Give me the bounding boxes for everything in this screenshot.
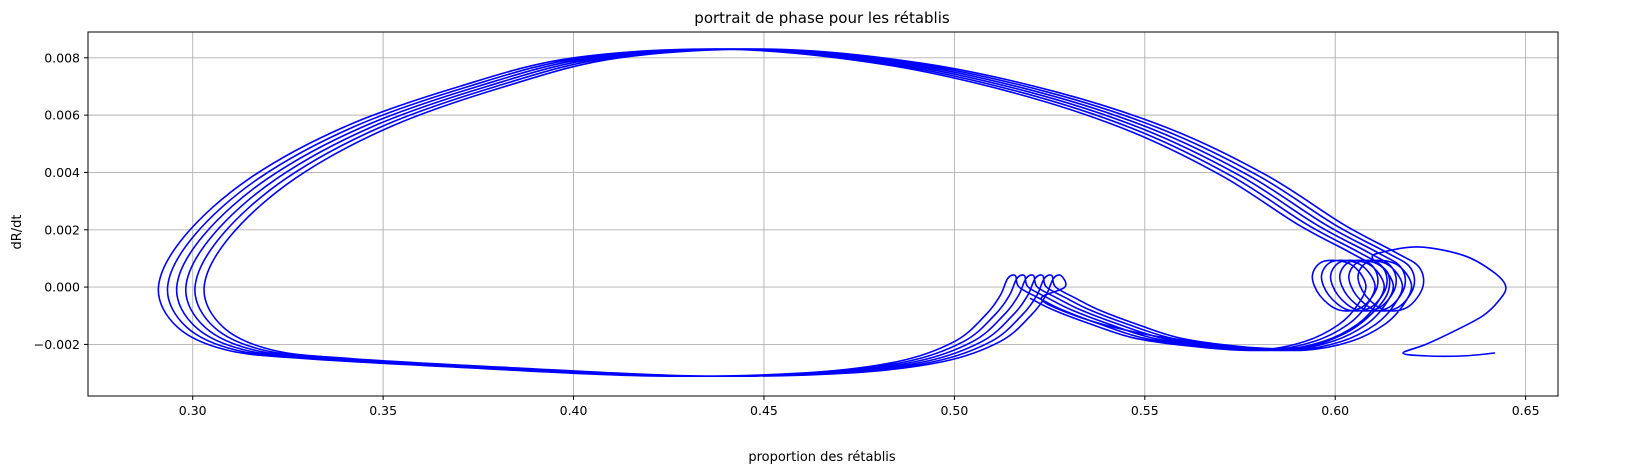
grid bbox=[88, 32, 1558, 396]
chart-title: portrait de phase pour les rétablis bbox=[694, 9, 950, 27]
x-tick-label: 0.40 bbox=[560, 403, 588, 418]
y-axis-label: dR/dt bbox=[10, 214, 25, 249]
x-tick-label: 0.35 bbox=[369, 403, 397, 418]
x-tick-label: 0.45 bbox=[750, 403, 778, 418]
x-tick-label: 0.30 bbox=[179, 403, 207, 418]
y-tick-label: 0.008 bbox=[44, 50, 80, 65]
x-tick-label: 0.55 bbox=[1131, 403, 1159, 418]
x-axis: 0.30 0.35 0.40 0.45 0.50 0.55 0.60 0.65 bbox=[179, 396, 1540, 418]
plot-frame bbox=[87, 31, 1559, 397]
y-tick-label: 0.000 bbox=[44, 280, 80, 295]
x-axis-label: proportion des rétablis bbox=[748, 450, 896, 465]
y-tick-label: 0.002 bbox=[44, 222, 80, 237]
x-tick-label: 0.60 bbox=[1321, 403, 1349, 418]
x-tick-label: 0.65 bbox=[1512, 403, 1540, 418]
x-tick-label: 0.50 bbox=[940, 403, 968, 418]
y-tick-label: −0.002 bbox=[34, 337, 80, 352]
y-tick-label: 0.006 bbox=[44, 108, 80, 123]
series-line-phase-trajectory bbox=[157, 48, 1507, 378]
y-axis: −0.002 0.000 0.002 0.004 0.006 0.008 bbox=[34, 50, 88, 352]
y-tick-label: 0.004 bbox=[44, 165, 80, 180]
plot-area bbox=[157, 48, 1507, 378]
